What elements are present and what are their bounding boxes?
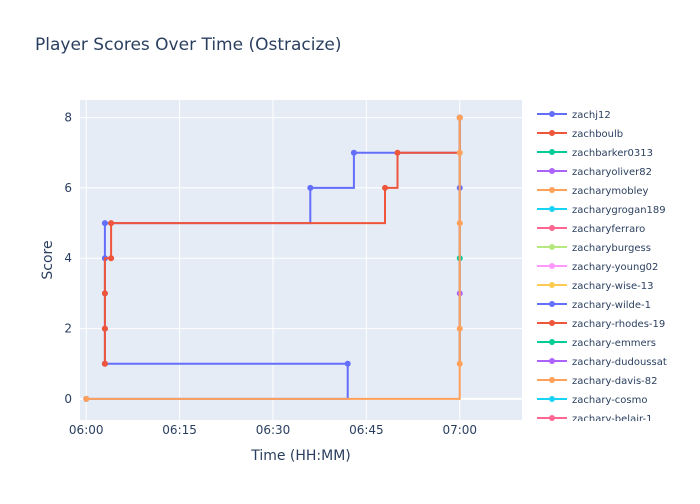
- legend-label: zachboulb: [572, 129, 623, 140]
- x-axis-title: Time (HH:MM): [250, 448, 351, 464]
- legend-label: zachj12: [572, 110, 611, 121]
- legend-item[interactable]: zachj12: [537, 110, 611, 121]
- tick-labels: 06:00 06:15 06:30 06:45 07:00 0 2 4 6 8: [64, 111, 477, 437]
- legend-marker: [549, 339, 555, 345]
- legend-marker: [549, 396, 555, 402]
- legend-label: zachary-cosmo: [572, 395, 648, 406]
- data-point: [101, 360, 108, 367]
- legend-marker: [549, 415, 555, 421]
- data-point: [456, 325, 463, 332]
- legend-label: zachary-emmers: [572, 338, 656, 349]
- legend-marker: [549, 282, 555, 288]
- legend-marker: [549, 149, 555, 155]
- legend-marker: [549, 168, 555, 174]
- chart-title: Player Scores Over Time (Ostracize): [35, 35, 342, 55]
- data-point: [382, 184, 389, 191]
- x-tick-label: 07:00: [442, 423, 477, 437]
- legend-marker: [549, 187, 555, 193]
- data-point: [108, 220, 115, 227]
- legend-item[interactable]: zacharyferraro: [537, 224, 645, 235]
- legend-label: zacharyferraro: [572, 224, 645, 235]
- data-point: [456, 114, 463, 121]
- legend-marker: [549, 130, 555, 136]
- y-tick-label: 4: [64, 251, 72, 265]
- series-line: [86, 117, 461, 400]
- legend-item[interactable]: zachary-dudoussat: [537, 357, 667, 368]
- y-axis-title: Score: [40, 240, 56, 279]
- legend-label: zachary-young02: [572, 262, 658, 273]
- legend-label: zachary-wilde-1: [572, 300, 651, 311]
- data-point: [108, 255, 115, 262]
- legend-marker: [549, 301, 555, 307]
- y-tick-label: 8: [64, 111, 72, 125]
- legend-label: zachary-dudoussat: [572, 357, 667, 368]
- series-layer: [83, 114, 463, 402]
- data-point: [456, 360, 463, 367]
- legend-item[interactable]: zacharymobley: [537, 186, 649, 197]
- legend[interactable]: zachj12 zachboulb zachbarker0313 zacharyoli…: [537, 110, 667, 425]
- legend-marker: [549, 358, 555, 364]
- x-tick-label: 06:15: [162, 423, 197, 437]
- legend-item[interactable]: zachary-rhodes-19: [537, 319, 665, 330]
- plot-area: [80, 100, 522, 420]
- data-point: [350, 149, 357, 156]
- y-tick-label: 2: [64, 322, 72, 336]
- legend-item[interactable]: zachary-wise-13: [537, 281, 653, 292]
- data-point: [307, 184, 314, 191]
- legend-item[interactable]: zacharygrogan189: [537, 205, 666, 216]
- data-point: [101, 325, 108, 332]
- legend-item[interactable]: zachbarker0313: [537, 148, 653, 159]
- x-tick-label: 06:45: [349, 423, 384, 437]
- legend-label: zacharymobley: [572, 186, 649, 197]
- legend-marker: [549, 206, 555, 212]
- legend-item[interactable]: zacharyburgess: [537, 243, 651, 254]
- data-point: [394, 149, 401, 156]
- legend-item[interactable]: zacharyoliver82: [537, 167, 652, 178]
- legend-label: zacharygrogan189: [572, 205, 666, 216]
- legend-item[interactable]: zachary-davis-82: [537, 376, 658, 387]
- legend-label: zachary-wise-13: [572, 281, 653, 292]
- y-tick-label: 6: [64, 181, 72, 195]
- legend-item[interactable]: zachboulb: [537, 129, 623, 140]
- legend-item[interactable]: zachary-wilde-1: [537, 300, 651, 311]
- legend-marker: [549, 225, 555, 231]
- data-point: [101, 290, 108, 297]
- legend-item[interactable]: zachary-cosmo: [537, 395, 648, 406]
- legend-label: zachary-rhodes-19: [572, 319, 665, 330]
- data-point: [83, 395, 90, 402]
- data-point: [344, 360, 351, 367]
- y-tick-label: 0: [64, 392, 72, 406]
- legend-marker: [549, 320, 555, 326]
- legend-marker: [549, 377, 555, 383]
- legend-marker: [549, 111, 555, 117]
- legend-label: zachary-davis-82: [572, 376, 658, 387]
- legend-item[interactable]: zachary-emmers: [537, 338, 656, 349]
- legend-label: zacharyburgess: [572, 243, 651, 254]
- legend-label: zachary-belair-1: [572, 414, 652, 425]
- legend-label: zachbarker0313: [572, 148, 653, 159]
- legend-label: zacharyoliver82: [572, 167, 652, 178]
- x-tick-label: 06:00: [69, 423, 104, 437]
- data-point: [101, 220, 108, 227]
- legend-item[interactable]: zachary-young02: [537, 262, 658, 273]
- data-point: [456, 220, 463, 227]
- series-line: [103, 117, 461, 364]
- legend-item[interactable]: zachary-belair-1: [537, 414, 652, 425]
- legend-marker: [549, 244, 555, 250]
- series-line: [86, 117, 461, 400]
- legend-marker: [549, 263, 555, 269]
- x-tick-label: 06:30: [256, 423, 291, 437]
- data-point: [456, 149, 463, 156]
